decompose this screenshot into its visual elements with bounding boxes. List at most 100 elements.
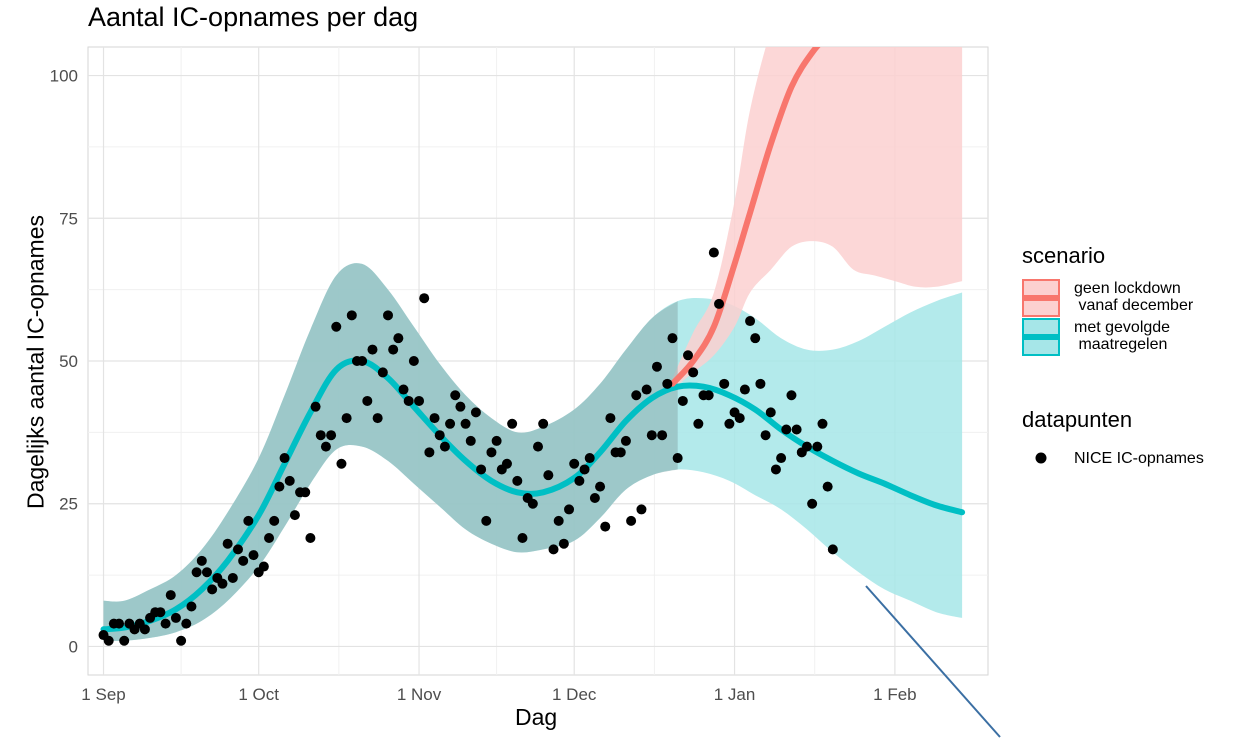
- data-point: [703, 390, 714, 401]
- data-point: [388, 344, 399, 355]
- data-point: [714, 298, 725, 309]
- series-line: [669, 47, 821, 387]
- data-point: [424, 447, 435, 458]
- data-point: [207, 584, 218, 595]
- data-point: [119, 635, 130, 646]
- data-point: [103, 635, 114, 646]
- data-point: [279, 453, 290, 464]
- legend-entry: geen lockdown vanaf december: [1022, 279, 1236, 317]
- data-point: [238, 555, 249, 566]
- data-point: [284, 475, 295, 486]
- data-point: [657, 430, 668, 441]
- legend-label: geen lockdown vanaf december: [1074, 280, 1194, 314]
- data-point: [419, 293, 430, 304]
- data-point: [191, 567, 202, 578]
- data-point: [227, 572, 238, 583]
- y-tick-label: 25: [59, 495, 78, 514]
- data-point: [507, 418, 518, 429]
- data-point: [569, 458, 580, 469]
- data-point: [579, 464, 590, 475]
- data-point: [755, 378, 766, 389]
- data-point: [201, 567, 212, 578]
- data-point: [708, 247, 719, 258]
- data-point: [362, 395, 373, 406]
- data-point: [336, 458, 347, 469]
- data-point: [155, 607, 166, 618]
- data-point: [331, 321, 342, 332]
- data-point: [501, 458, 512, 469]
- legend-label: met gevolgde maatregelen: [1074, 319, 1171, 353]
- data-point: [517, 532, 528, 543]
- data-point: [434, 430, 445, 441]
- data-point: [564, 504, 575, 515]
- data-point: [248, 550, 259, 561]
- data-point: [672, 453, 683, 464]
- x-tick-label: 1 Oct: [238, 685, 279, 704]
- data-point: [274, 481, 285, 492]
- data-point: [688, 367, 699, 378]
- data-point: [548, 544, 559, 555]
- data-point: [631, 390, 642, 401]
- data-point: [160, 618, 171, 629]
- data-point: [170, 612, 181, 623]
- data-point: [398, 384, 409, 395]
- data-point: [636, 504, 647, 515]
- confidence-bands: [103, 47, 963, 641]
- data-point: [620, 435, 631, 446]
- axes: 0 25 50 75 100 1 Sep 1 Oct 1 Nov 1 Dec 1 Jan 1 Feb: [50, 67, 917, 704]
- legend-label: NICE IC-opnames: [1074, 450, 1204, 467]
- data-point: [558, 538, 569, 549]
- data-point: [750, 333, 761, 344]
- data-point: [538, 418, 549, 429]
- data-point: [553, 515, 564, 526]
- data-point: [491, 435, 502, 446]
- data-point: [827, 544, 838, 555]
- data-point: [615, 447, 626, 458]
- data-point: [377, 367, 388, 378]
- legend-datapunten: datapunten NICE IC-opnames: [1022, 407, 1204, 467]
- data-point: [817, 418, 828, 429]
- data-point: [765, 407, 776, 418]
- data-point: [724, 418, 735, 429]
- x-tick-label: 1 Sep: [81, 685, 125, 704]
- data-points: [98, 247, 838, 646]
- data-point: [320, 441, 331, 452]
- data-point: [574, 475, 585, 486]
- data-point: [786, 390, 797, 401]
- data-point: [677, 395, 688, 406]
- data-point: [589, 493, 600, 504]
- data-point: [770, 464, 781, 475]
- data-point: [600, 521, 611, 532]
- data-point: [139, 624, 150, 635]
- y-tick-label: 0: [69, 637, 78, 656]
- data-point: [165, 590, 176, 601]
- data-point: [745, 316, 756, 327]
- data-point: [300, 487, 311, 498]
- data-point: [543, 470, 554, 481]
- legend-key-swatch: [1022, 318, 1060, 356]
- data-point: [791, 424, 802, 435]
- data-point: [439, 441, 450, 452]
- data-point: [595, 481, 606, 492]
- data-point: [196, 555, 207, 566]
- y-tick-label: 100: [50, 67, 78, 86]
- data-point: [393, 333, 404, 344]
- data-point: [383, 310, 393, 321]
- data-point: [455, 401, 466, 412]
- x-tick-label: 1 Dec: [552, 685, 597, 704]
- data-point: [217, 578, 228, 589]
- data-point: [460, 418, 471, 429]
- data-point: [445, 418, 456, 429]
- data-point: [114, 618, 125, 629]
- data-point: [776, 453, 787, 464]
- legend-key-marker: [1035, 452, 1047, 464]
- y-tick-label: 50: [59, 352, 78, 371]
- data-point: [470, 407, 481, 418]
- x-axis-title: Dag: [515, 704, 558, 730]
- confidence-band-observed: [103, 263, 678, 641]
- confidence-band: [672, 47, 963, 390]
- data-point: [269, 515, 280, 526]
- data-point: [512, 475, 523, 486]
- data-point: [186, 601, 197, 612]
- data-point: [176, 635, 187, 646]
